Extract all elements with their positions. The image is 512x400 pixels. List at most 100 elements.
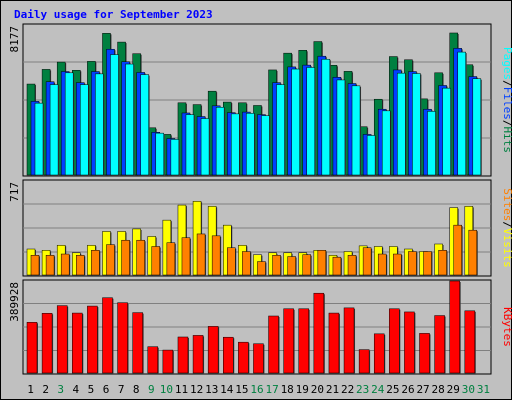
bar-sites-day-2 (45, 255, 55, 276)
bar-kbytes-day-24 (373, 333, 385, 374)
bar-pages-day-20 (321, 58, 331, 176)
bar-sites-day-5 (91, 250, 100, 276)
bar-pages-day-6 (110, 54, 119, 176)
day-label-29: 29 (447, 383, 460, 396)
bar-pages-day-21 (336, 79, 346, 176)
day-label-22: 22 (341, 383, 354, 396)
legend-entry: Hits (501, 127, 512, 154)
bar-kbytes-day-22 (343, 307, 355, 374)
day-label-7: 7 (118, 383, 125, 396)
legend-entry: / (501, 221, 512, 228)
bar-kbytes-day-27 (419, 333, 430, 374)
bar-sites-day-3 (60, 253, 70, 276)
legend-entry: Sites (501, 188, 512, 221)
day-label-21: 21 (326, 383, 339, 396)
bar-sites-day-26 (408, 251, 417, 276)
day-label-18: 18 (281, 383, 294, 396)
bar-sites-day-27 (423, 251, 432, 276)
bar-kbytes-day-30 (464, 310, 476, 374)
bar-pages-day-25 (397, 72, 406, 176)
bar-pages-day-28 (442, 87, 451, 176)
bar-sites-day-18 (287, 256, 296, 276)
ymax-label-kbytes: 389928 (8, 282, 21, 322)
bar-sites-day-28 (438, 250, 447, 276)
chart-title: Daily usage for September 2023 (14, 8, 213, 21)
bar-kbytes-day-11 (177, 336, 189, 374)
bar-pages-day-24 (381, 110, 391, 176)
day-label-6: 6 (103, 383, 110, 396)
bar-pages-day-2 (49, 84, 59, 176)
bar-pages-day-11 (185, 114, 195, 176)
bar-kbytes-day-10 (162, 349, 174, 374)
legend-hits-files-pages: Pages/Files/Hits (501, 47, 512, 153)
bar-kbytes-day-21 (328, 312, 340, 374)
bar-kbytes-day-16 (253, 343, 264, 374)
bar-pages-day-8 (140, 74, 149, 176)
bar-kbytes-day-20 (313, 292, 325, 374)
bar-pages-day-10 (170, 139, 180, 176)
day-label-23: 23 (356, 383, 369, 396)
bar-pages-day-1 (34, 102, 44, 176)
legend-entry: Pages (501, 47, 512, 80)
bar-kbytes-day-4 (72, 312, 83, 374)
bar-sites-day-16 (257, 261, 266, 276)
bar-kbytes-day-7 (117, 302, 128, 374)
bar-kbytes-day-29 (449, 280, 460, 374)
day-label-28: 28 (432, 383, 445, 396)
bar-sites-day-25 (393, 253, 402, 276)
legend-visits-sites: Sites/Visits (501, 188, 512, 268)
bar-sites-day-24 (377, 253, 387, 276)
bar-kbytes-day-18 (283, 308, 294, 374)
bar-sites-day-30 (468, 229, 478, 276)
day-label-20: 20 (311, 383, 324, 396)
bar-kbytes-day-19 (298, 308, 309, 374)
bar-pages-day-16 (261, 115, 270, 176)
bar-pages-day-27 (427, 111, 436, 176)
bar-sites-day-6 (106, 244, 115, 276)
bar-sites-day-23 (362, 247, 372, 276)
bar-sites-day-29 (453, 224, 462, 276)
day-label-27: 27 (416, 383, 429, 396)
bar-pages-day-19 (306, 67, 315, 176)
bar-sites-day-4 (76, 255, 85, 276)
bar-pages-day-30 (472, 78, 482, 176)
bar-pages-day-17 (276, 84, 285, 176)
legend-entry: Visits (501, 228, 512, 268)
day-label-9: 9 (148, 383, 155, 396)
bar-sites-day-10 (166, 242, 176, 276)
bar-sites-day-12 (196, 233, 206, 276)
day-label-5: 5 (88, 383, 95, 396)
day-label-11: 11 (175, 383, 188, 396)
bar-pages-day-9 (155, 132, 165, 176)
bar-sites-day-7 (121, 239, 130, 276)
day-label-13: 13 (205, 383, 218, 396)
day-label-31: 31 (477, 383, 490, 396)
day-label-1: 1 (27, 383, 34, 396)
bar-kbytes-day-14 (223, 336, 234, 374)
bar-kbytes-day-28 (434, 315, 445, 374)
bar-pages-day-23 (366, 135, 376, 176)
legend-entry: KBytes (501, 307, 512, 347)
day-label-10: 10 (160, 383, 173, 396)
bar-pages-day-3 (64, 72, 74, 176)
day-label-3: 3 (57, 383, 64, 396)
bar-pages-day-22 (351, 85, 361, 176)
bar-kbytes-day-6 (102, 297, 113, 374)
bar-sites-day-19 (302, 254, 311, 276)
ymax-label-visits-sites: 717 (8, 182, 21, 202)
bar-pages-day-13 (215, 107, 225, 176)
bar-kbytes-day-1 (26, 322, 38, 374)
day-label-17: 17 (265, 383, 278, 396)
day-label-16: 16 (250, 383, 263, 396)
bar-sites-day-15 (242, 251, 251, 276)
bar-pages-day-4 (80, 84, 89, 176)
bar-pages-day-14 (231, 113, 240, 176)
bar-kbytes-day-25 (389, 308, 400, 374)
bar-sites-day-8 (136, 239, 145, 276)
day-label-15: 15 (235, 383, 248, 396)
bar-pages-day-15 (246, 113, 255, 176)
bar-kbytes-day-8 (132, 312, 143, 374)
day-label-24: 24 (371, 383, 385, 396)
bar-pages-day-29 (457, 51, 466, 176)
day-label-4: 4 (73, 383, 80, 396)
